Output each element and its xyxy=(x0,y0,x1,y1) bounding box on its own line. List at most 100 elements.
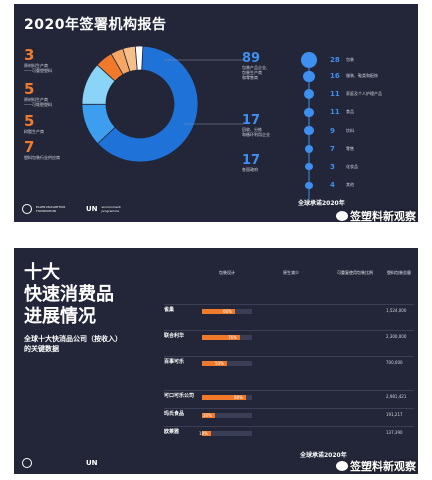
table-header: 可重复使用包装比例 xyxy=(337,270,373,275)
panel2-title: 十大 快速消费品 进展情况 xyxy=(24,262,114,328)
left-item-label-2: ——可重塑塑料 xyxy=(24,68,52,73)
donut-slice xyxy=(97,45,199,163)
sector-circle xyxy=(305,163,313,171)
panel2-subtitle-line: 全球十大快消品公司（按收入） xyxy=(24,335,122,343)
left-item: 7 塑料包装行业供应商 xyxy=(24,140,60,161)
footer-logos-2: UN xyxy=(22,458,98,468)
sector-circle-row: 16 服装、鞋类和配饰 xyxy=(302,70,378,83)
panel1-title: 2020年签署机构报告 xyxy=(24,17,167,33)
sector-count: 9 xyxy=(330,126,335,135)
left-item-label: 原材料生产商 xyxy=(24,63,48,68)
left-item: 5 树脂生产商 xyxy=(24,112,44,135)
right-item-number: 89 xyxy=(242,51,261,66)
company-name: 百事可乐 xyxy=(164,359,185,365)
sector-circle xyxy=(301,52,317,68)
sector-circle xyxy=(304,126,314,136)
watermark: 签塑料新观察 xyxy=(336,208,416,222)
total-value: 1,524,000 xyxy=(386,308,407,313)
left-item-label-2: ——可堆肥塑料 xyxy=(24,102,52,107)
donut-slice xyxy=(134,45,144,71)
right-item-label: 回收、分拣 xyxy=(242,127,262,132)
pct-bar xyxy=(202,413,215,418)
table-header: 包装设计 xyxy=(219,270,235,275)
signatory-report-panel: 2020年签署机构报告 3 原材料生产商 ——可重塑塑料 5 原材料生产商 ——可… xyxy=(14,4,418,222)
pct-bar-track xyxy=(202,361,252,366)
sector-circle xyxy=(303,70,315,83)
right-item-number: 17 xyxy=(242,113,261,128)
sector-circle-row: 3 化妆品 xyxy=(302,163,358,171)
watermark-text: 签塑料新观察 xyxy=(350,460,416,473)
pct-label: 26% xyxy=(203,413,212,418)
right-item-label-3: 和零售商 xyxy=(242,75,258,80)
right-item-label-2: 和循环利用企业 xyxy=(242,132,270,137)
pct-label: 50% xyxy=(215,361,224,366)
watermark-text: 签塑料新观察 xyxy=(350,210,416,222)
table-row: 百事可乐 50% 700,000 xyxy=(164,356,414,371)
right-item-label: 包装产品企业、 xyxy=(242,65,270,70)
pct-bar xyxy=(202,335,240,340)
table-row: 欧莱雅 18% 137,390 xyxy=(164,426,414,441)
wechat-icon xyxy=(336,461,348,471)
company-name: 雀巢 xyxy=(164,307,175,313)
company-name: 玛氏食品 xyxy=(164,411,185,417)
sector-circle-row: 9 饮料 xyxy=(302,126,354,136)
right-item-label-2: 包装生产商 xyxy=(242,70,262,75)
sector-label: 家庭及个人护理产品 xyxy=(346,90,382,96)
panel2-subtitle-line: 的关键数据 xyxy=(24,345,59,353)
pct-bar xyxy=(202,395,246,400)
sector-label: 服装、鞋类和配饰 xyxy=(346,73,378,79)
pct-label: 66% xyxy=(223,309,232,314)
un-logo-text: UN xyxy=(86,459,98,467)
left-item-number: 5 xyxy=(24,112,35,130)
emf-logo-text: ELLEN MACARTHUR FOUNDATION xyxy=(36,205,66,213)
sector-count: 11 xyxy=(330,89,340,98)
sector-count: 11 xyxy=(330,108,340,117)
sector-circle-row: 4 其他 xyxy=(302,181,354,189)
table-header: 塑料包装总量 xyxy=(387,270,411,275)
left-item: 3 原材料生产商 ——可重塑塑料 xyxy=(24,46,52,74)
sector-circle-row: 11 食品 xyxy=(302,107,354,118)
table-header: 原生减少 xyxy=(283,270,299,275)
sector-label: 饮料 xyxy=(346,127,354,133)
sector-circle xyxy=(304,144,314,153)
total-value: 137,390 xyxy=(386,430,403,435)
sector-label: 其他 xyxy=(346,182,354,188)
connector-lines xyxy=(164,59,244,125)
emf-logo-icon xyxy=(22,204,32,214)
footer-commitment-2: 全球承诺2020年 xyxy=(300,452,347,459)
right-item-number: 17 xyxy=(242,153,261,168)
table-row: 可口可乐公司 88% 2,981,421 xyxy=(164,390,414,405)
left-item-label: 原材料生产商 xyxy=(24,97,48,102)
panel2-subtitle: 全球十大快消品公司（按收入） 的关键数据 xyxy=(24,334,122,354)
left-item-number: 5 xyxy=(24,80,35,98)
timeline-line xyxy=(308,54,310,199)
wechat-icon xyxy=(336,211,348,221)
sector-count: 7 xyxy=(330,144,335,153)
right-item-label: 各国政府 xyxy=(242,167,258,172)
panel2-title-line: 进展情况 xyxy=(24,306,96,327)
sector-count: 28 xyxy=(330,55,340,64)
sector-count: 16 xyxy=(330,72,340,81)
table-row: 雀巢 66% 1,524,000 xyxy=(164,304,414,319)
sector-label: 食品 xyxy=(346,109,354,115)
total-value: 700,000 xyxy=(386,360,403,365)
un-logo-text: UN xyxy=(86,205,98,213)
total-value: 2,300,000 xyxy=(386,334,407,339)
left-item-label: 树脂生产商 xyxy=(24,129,44,134)
sector-circle xyxy=(305,181,313,189)
right-item: 17 回收、分拣 和循环利用企业 xyxy=(242,114,270,137)
pct-bar-track xyxy=(202,431,252,436)
watermark-2: 签塑料新观察 xyxy=(336,458,416,474)
pct-label: 88% xyxy=(234,395,243,400)
panel2-title-line: 十大 xyxy=(24,262,60,283)
right-item: 17 各国政府 xyxy=(242,154,260,172)
pct-label: 76% xyxy=(228,335,237,340)
left-item-label: 塑料包装行业供应商 xyxy=(24,155,60,160)
left-item-number: 3 xyxy=(24,46,35,64)
emf-logo-icon xyxy=(22,458,32,468)
left-item: 5 原材料生产商 ——可堆肥塑料 xyxy=(24,80,52,108)
sector-circle-row: 28 包装 xyxy=(301,52,354,68)
table-row: 玛氏食品 26% 191,217 xyxy=(164,408,414,423)
panel2-title-line: 快速消费品 xyxy=(24,284,114,305)
footer-commitment: 全球承诺2020年 xyxy=(298,200,345,207)
